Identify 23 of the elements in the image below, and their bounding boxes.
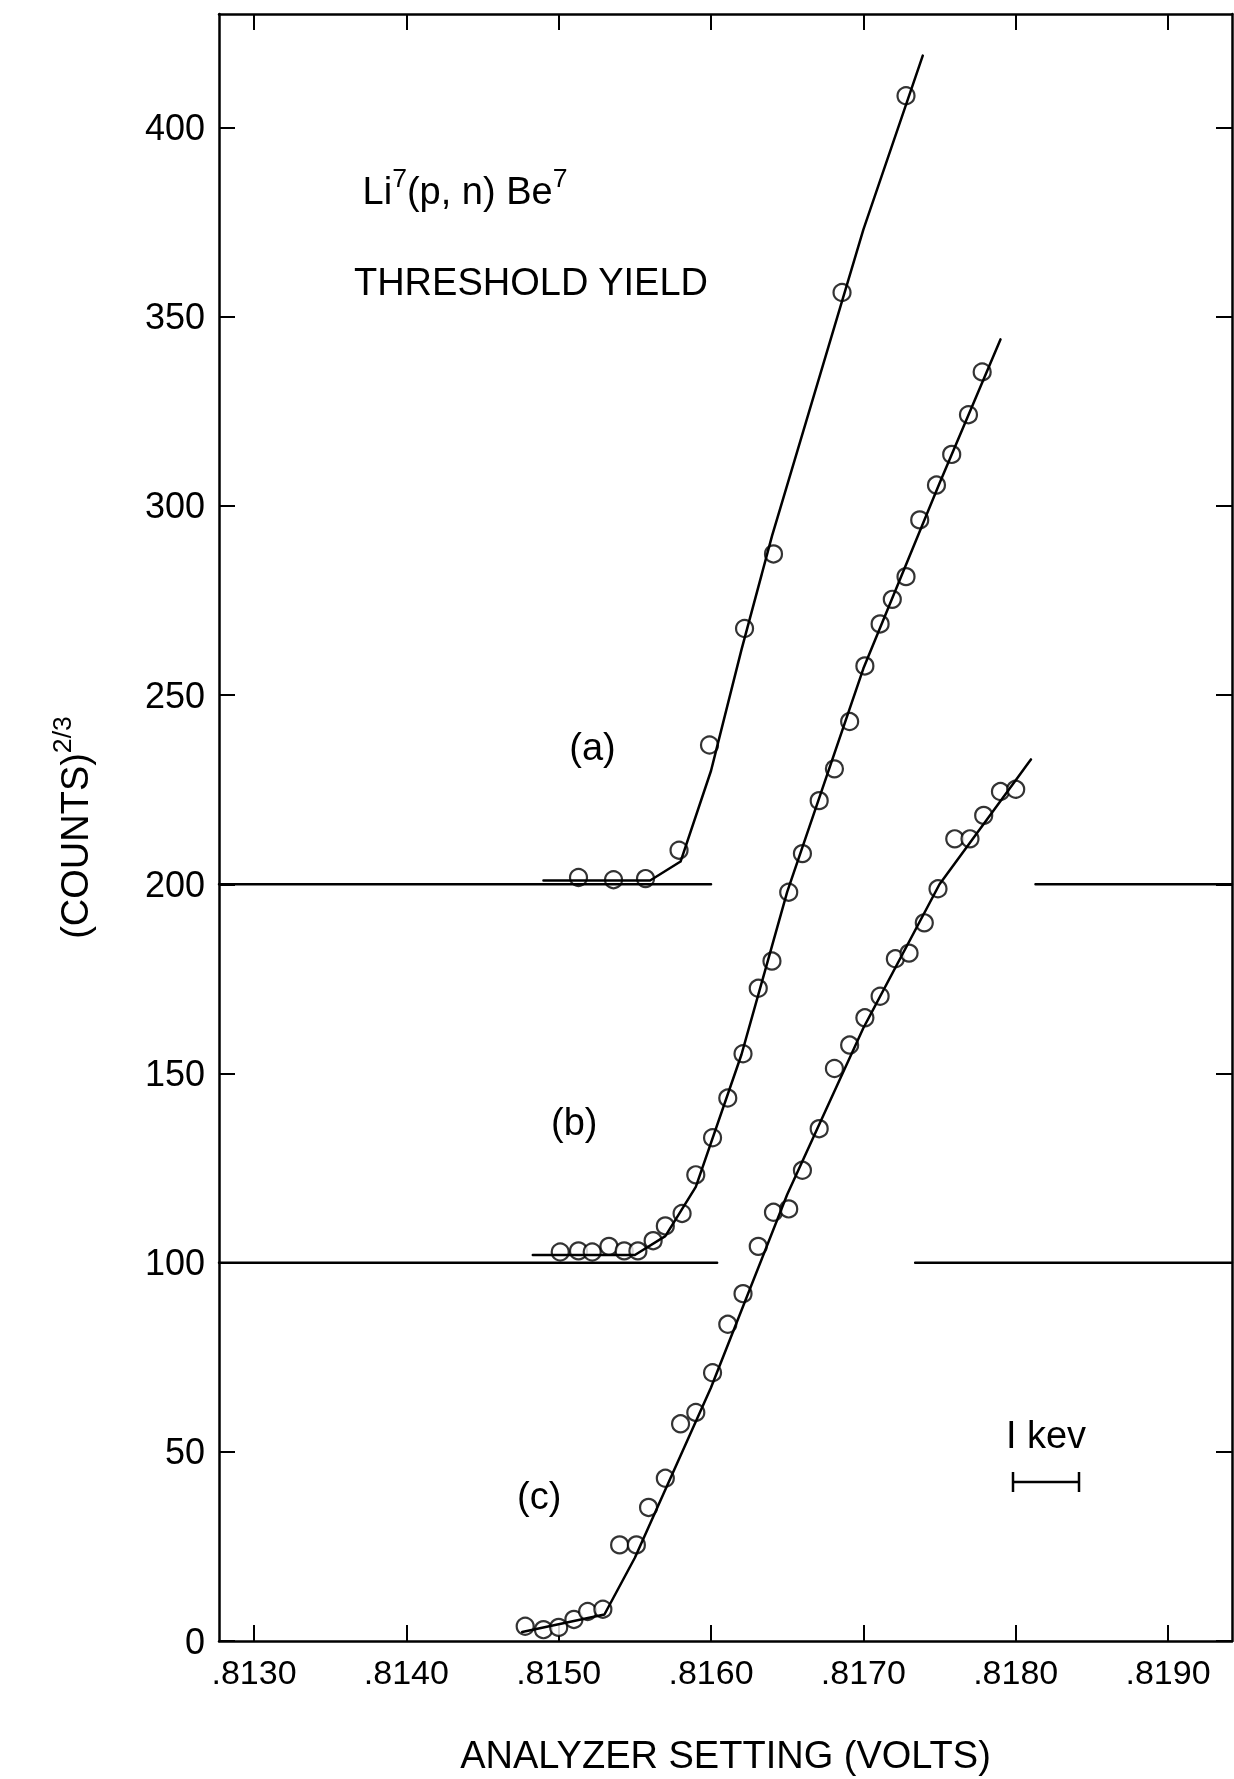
y-tick-label: 300 [144, 485, 205, 527]
text: (b) [550, 1101, 598, 1144]
y-axis-title: (COUNTS)2/3 [46, 716, 96, 939]
text: (a) [569, 726, 616, 769]
y-tick-label: 350 [144, 296, 205, 338]
x-axis-title: ANALYZER SETTING (VOLTS) [460, 1734, 991, 1776]
y-tick-label: 250 [144, 674, 205, 716]
annotation: I kev [1005, 1414, 1087, 1456]
x-tick-label: .8170 [820, 1653, 906, 1691]
y-tick-label: 100 [144, 1242, 205, 1284]
x-tick-label: .8140 [363, 1653, 449, 1691]
x-tick-label: .8150 [516, 1653, 602, 1691]
text: THRESHOLD YIELD [353, 261, 709, 303]
x-tick-label: .8160 [668, 1653, 754, 1691]
x-tick-label: .8190 [1125, 1653, 1211, 1691]
y-tick-label: 0 [184, 1620, 205, 1662]
series-label: (c) [517, 1475, 562, 1518]
y-tick-label: 200 [144, 863, 205, 905]
x-tick-label: .8180 [973, 1653, 1059, 1691]
y-tick-label: 50 [164, 1431, 205, 1473]
y-tick-label: 150 [144, 1052, 205, 1094]
y-tick-label: 400 [144, 107, 205, 149]
x-tick-label: .8130 [211, 1653, 297, 1691]
